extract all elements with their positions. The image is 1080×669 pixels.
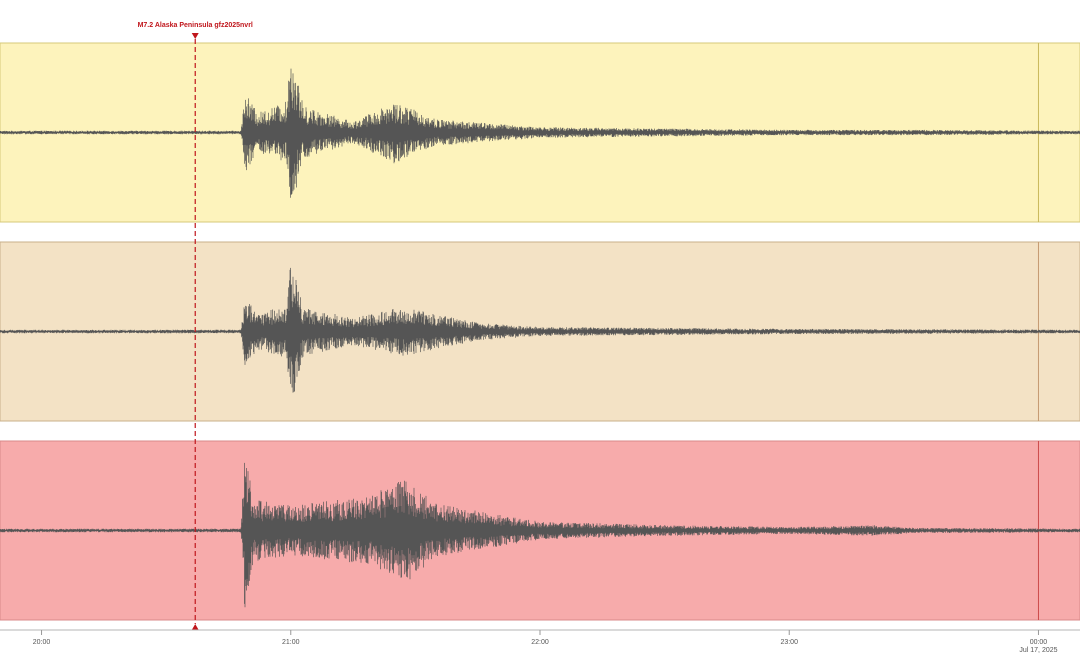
event-marker-layer: M7.2 Alaska Peninsula gfz2025nvrl	[138, 22, 253, 630]
tick-date-label: Jul 17, 2025	[1019, 647, 1057, 654]
channel-panels	[0, 42, 1080, 621]
time-tick: 23:00	[780, 630, 798, 646]
tick-label: 20:00	[33, 639, 51, 646]
channel-panel-2	[0, 241, 1080, 422]
tick-label: 00:00	[1030, 639, 1048, 646]
time-tick: 22:00	[531, 630, 549, 646]
seismic-trace	[0, 267, 1080, 393]
event-bottom-arrow-icon	[191, 624, 199, 630]
channel-panel-3	[0, 440, 1080, 621]
time-tick: 21:00	[282, 630, 300, 646]
time-tick: 20:00	[33, 630, 51, 646]
seismic-trace	[0, 68, 1080, 198]
channel-panel-1	[0, 42, 1080, 223]
event-top-arrow-icon	[191, 33, 199, 39]
event-label: M7.2 Alaska Peninsula gfz2025nvrl	[138, 22, 253, 29]
tick-label: 21:00	[282, 639, 300, 646]
tick-label: 23:00	[780, 639, 798, 646]
seismic-trace	[0, 462, 1080, 608]
tick-label: 22:00	[531, 639, 549, 646]
